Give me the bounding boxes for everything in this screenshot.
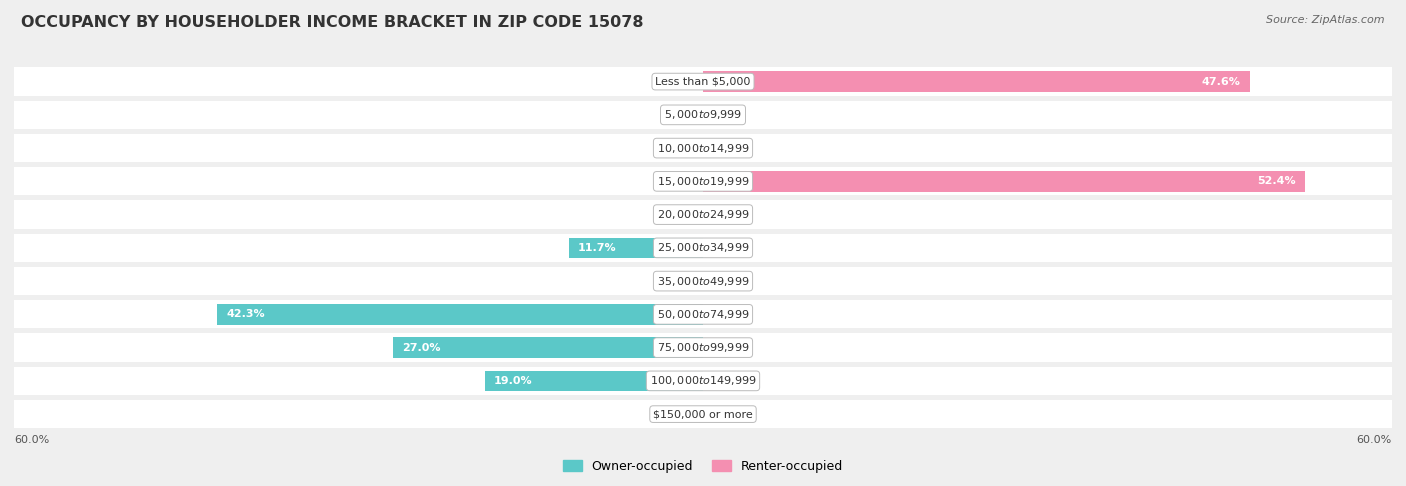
Text: Source: ZipAtlas.com: Source: ZipAtlas.com (1267, 15, 1385, 25)
Text: 0.0%: 0.0% (713, 343, 741, 353)
Text: OCCUPANCY BY HOUSEHOLDER INCOME BRACKET IN ZIP CODE 15078: OCCUPANCY BY HOUSEHOLDER INCOME BRACKET … (21, 15, 644, 30)
Text: 42.3%: 42.3% (226, 310, 266, 319)
Text: 27.0%: 27.0% (402, 343, 440, 353)
Text: $10,000 to $14,999: $10,000 to $14,999 (657, 141, 749, 155)
Bar (703, 71, 1250, 92)
Bar (392, 337, 703, 358)
Text: $20,000 to $24,999: $20,000 to $24,999 (657, 208, 749, 221)
Text: 0.0%: 0.0% (665, 409, 693, 419)
Text: 0.0%: 0.0% (665, 143, 693, 153)
Text: $50,000 to $74,999: $50,000 to $74,999 (657, 308, 749, 321)
Text: 60.0%: 60.0% (1357, 435, 1392, 445)
Text: 52.4%: 52.4% (1257, 176, 1295, 186)
Text: 0.0%: 0.0% (665, 276, 693, 286)
Text: 0.0%: 0.0% (713, 209, 741, 220)
Text: 0.0%: 0.0% (713, 276, 741, 286)
Text: 0.0%: 0.0% (713, 310, 741, 319)
Text: 60.0%: 60.0% (14, 435, 49, 445)
Bar (703, 171, 1305, 191)
Bar (485, 370, 703, 391)
Bar (14, 367, 1392, 395)
Bar (568, 238, 703, 258)
Text: 0.0%: 0.0% (665, 110, 693, 120)
Bar (14, 101, 1392, 129)
Text: 0.0%: 0.0% (665, 77, 693, 87)
Text: 0.0%: 0.0% (665, 209, 693, 220)
Text: 47.6%: 47.6% (1202, 77, 1240, 87)
Bar (14, 234, 1392, 262)
Text: 0.0%: 0.0% (713, 409, 741, 419)
Bar (14, 400, 1392, 428)
Bar (14, 333, 1392, 362)
Bar (14, 200, 1392, 229)
Bar (14, 167, 1392, 195)
Text: $75,000 to $99,999: $75,000 to $99,999 (657, 341, 749, 354)
Text: 19.0%: 19.0% (494, 376, 533, 386)
Text: 11.7%: 11.7% (578, 243, 616, 253)
Text: 0.0%: 0.0% (713, 143, 741, 153)
Text: 0.0%: 0.0% (713, 376, 741, 386)
Text: 0.0%: 0.0% (713, 110, 741, 120)
Text: 0.0%: 0.0% (713, 243, 741, 253)
Legend: Owner-occupied, Renter-occupied: Owner-occupied, Renter-occupied (562, 460, 844, 473)
Bar (218, 304, 703, 325)
Text: Less than $5,000: Less than $5,000 (655, 77, 751, 87)
Text: $150,000 or more: $150,000 or more (654, 409, 752, 419)
Text: $100,000 to $149,999: $100,000 to $149,999 (650, 374, 756, 387)
Bar (14, 300, 1392, 329)
Text: 0.0%: 0.0% (665, 176, 693, 186)
Text: $25,000 to $34,999: $25,000 to $34,999 (657, 242, 749, 254)
Bar (14, 134, 1392, 162)
Text: $5,000 to $9,999: $5,000 to $9,999 (664, 108, 742, 122)
Text: $15,000 to $19,999: $15,000 to $19,999 (657, 175, 749, 188)
Bar (14, 267, 1392, 295)
Bar (14, 68, 1392, 96)
Text: $35,000 to $49,999: $35,000 to $49,999 (657, 275, 749, 288)
